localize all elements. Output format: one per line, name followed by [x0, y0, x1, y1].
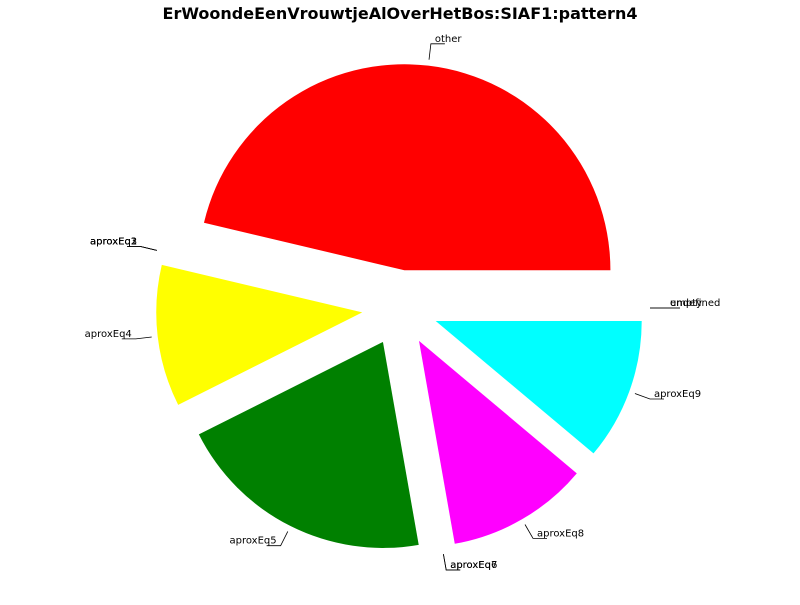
pie-slice-aproxeq9 [435, 320, 642, 454]
chart-title: ErWoondeEenVrouwtjeAlOverHetBos:SIAF1:pa… [162, 4, 638, 23]
slice-label-undefined: undefined [670, 298, 720, 309]
slice-label-aproxeq7: aproxEq7 [450, 560, 497, 571]
slice-label-aproxeq6: aproxEq6 [450, 560, 497, 571]
slice-label-empty: empty [670, 298, 702, 309]
slice-label-aproxeq4: aproxEq4 [85, 329, 132, 340]
slice-label-aproxeq8: aproxEq8 [537, 528, 584, 539]
pie-slice-other [203, 64, 611, 271]
slice-label-aproxeq2: aproxEq2 [90, 237, 137, 248]
leader-line-aproxeq4 [121, 336, 152, 340]
leader-line-aproxeq9 [634, 393, 664, 400]
slice-label-aproxeq9: aproxEq9 [654, 389, 701, 400]
leader-line-aproxeq7 [443, 554, 461, 571]
slice-label-aproxeq5: aproxEq5 [229, 536, 276, 547]
pie-slice-aproxeq4 [156, 264, 363, 405]
leader-line-aproxeq3 [127, 246, 157, 251]
pie-slice-aproxeq8 [419, 340, 577, 544]
slice-label-other: other [435, 34, 463, 45]
leader-line-aproxeq5 [266, 531, 289, 547]
slice-label-aproxeq3: aproxEq3 [90, 237, 137, 248]
leader-line-aproxeq8 [524, 524, 547, 539]
leader-line-other [428, 43, 445, 60]
slice-label-aproxeq1: aproxEq1 [90, 237, 137, 248]
pie-slice-aproxeq5 [198, 341, 419, 548]
